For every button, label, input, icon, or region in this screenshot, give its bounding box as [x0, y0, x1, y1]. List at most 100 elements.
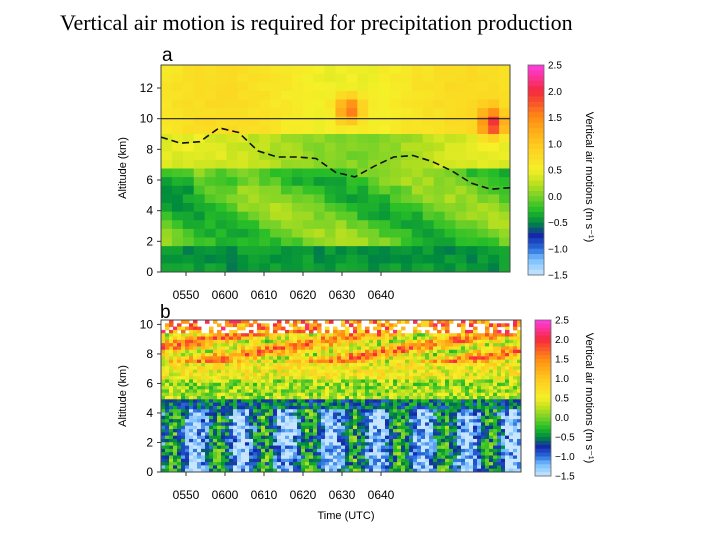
- heat-cell: [226, 73, 238, 83]
- heat-cell: [357, 151, 369, 161]
- heat-cell: [324, 99, 337, 109]
- heat-cell: [509, 455, 514, 460]
- heat-cell: [493, 429, 498, 433]
- heat-cell: [477, 379, 482, 384]
- heat-cell: [457, 399, 462, 404]
- heat-cell: [346, 125, 358, 135]
- heat-cell: [466, 194, 478, 204]
- heat-cell: [273, 462, 278, 466]
- heat-cell: [433, 432, 438, 437]
- heat-cell: [361, 405, 366, 410]
- heat-cell: [173, 405, 178, 410]
- heat-cell: [485, 382, 490, 387]
- heat-cell: [441, 389, 446, 394]
- heat-cell: [373, 359, 378, 364]
- heat-cell: [249, 432, 254, 437]
- heat-cell: [189, 412, 194, 417]
- heat-cell: [321, 468, 326, 472]
- heat-cell: [441, 392, 446, 397]
- heat-cell: [369, 429, 374, 433]
- heat-cell: [317, 379, 322, 384]
- heat-cell: [229, 372, 234, 377]
- heat-cell: [413, 372, 418, 377]
- heat-cell: [321, 386, 326, 390]
- heat-cell: [197, 339, 202, 344]
- heat-cell: [213, 405, 218, 410]
- heat-cell: [397, 366, 402, 371]
- heat-cell: [257, 419, 262, 423]
- heat-cell: [437, 343, 442, 347]
- heat-cell: [441, 366, 446, 371]
- heat-cell: [273, 349, 278, 354]
- heat-cell: [493, 376, 498, 380]
- heat-cell: [373, 412, 378, 417]
- heat-cell: [221, 333, 226, 338]
- heat-cell: [513, 372, 518, 377]
- heat-cell: [361, 429, 366, 433]
- heat-cell: [473, 419, 478, 423]
- heat-cell: [277, 346, 282, 351]
- heat-cell: [499, 263, 510, 272]
- heat-cell: [377, 362, 382, 367]
- heat-cell: [261, 366, 266, 371]
- heat-cell: [457, 382, 462, 387]
- heat-cell: [405, 412, 410, 417]
- heat-cell: [499, 228, 510, 239]
- heat-cell: [390, 177, 402, 187]
- heat-cell: [401, 419, 406, 423]
- heat-cell: [171, 134, 184, 144]
- heat-cell: [401, 392, 406, 397]
- heat-cell: [301, 372, 306, 377]
- heat-cell: [405, 382, 410, 387]
- plot-a-frame: [160, 64, 511, 273]
- heat-cell: [237, 228, 249, 239]
- heat-cell: [241, 382, 246, 387]
- heat-cell: [361, 362, 366, 367]
- heat-cell: [217, 409, 222, 414]
- heat-cell: [313, 425, 318, 430]
- heat-cell: [393, 452, 398, 456]
- heat-cell: [261, 448, 266, 453]
- heat-cell: [477, 409, 482, 414]
- colorbar-swatch: [528, 259, 544, 265]
- heat-cell: [441, 333, 446, 338]
- heat-cell: [401, 353, 406, 357]
- heat-cell: [215, 142, 228, 152]
- heat-cell: [197, 422, 202, 427]
- heat-cell: [341, 452, 346, 456]
- heat-cell: [469, 386, 474, 390]
- heat-cell: [369, 399, 374, 404]
- heat-cell: [349, 442, 354, 447]
- heat-cell: [485, 425, 490, 430]
- heat-cell: [397, 333, 402, 338]
- heat-cell: [473, 455, 478, 460]
- heat-cell: [513, 465, 518, 470]
- heat-cell: [309, 379, 314, 384]
- heat-cell: [469, 369, 474, 374]
- heat-cell: [270, 99, 282, 109]
- heat-cell: [185, 336, 190, 341]
- heat-cell: [401, 372, 406, 377]
- heat-cell: [261, 382, 266, 387]
- heat-cell: [181, 379, 186, 384]
- heat-cell: [369, 339, 374, 344]
- heat-cell: [161, 246, 173, 256]
- heat-cell: [313, 326, 318, 331]
- heat-cell: [165, 356, 170, 361]
- heat-cell: [373, 435, 378, 440]
- heat-cell: [237, 399, 242, 404]
- heat-cell: [265, 405, 270, 410]
- heat-cell: [389, 429, 394, 433]
- heat-cell: [345, 329, 350, 334]
- heat-cell: [499, 211, 510, 221]
- heat-cell: [341, 419, 346, 423]
- heat-cell: [385, 386, 390, 390]
- heat-cell: [465, 422, 470, 427]
- heat-cell: [171, 73, 184, 83]
- heat-cell: [337, 462, 342, 466]
- heat-cell: [177, 462, 182, 466]
- heat-cell: [321, 422, 326, 427]
- heat-cell: [302, 82, 315, 92]
- heat-cell: [357, 326, 362, 331]
- colorbar-swatch: [528, 227, 544, 234]
